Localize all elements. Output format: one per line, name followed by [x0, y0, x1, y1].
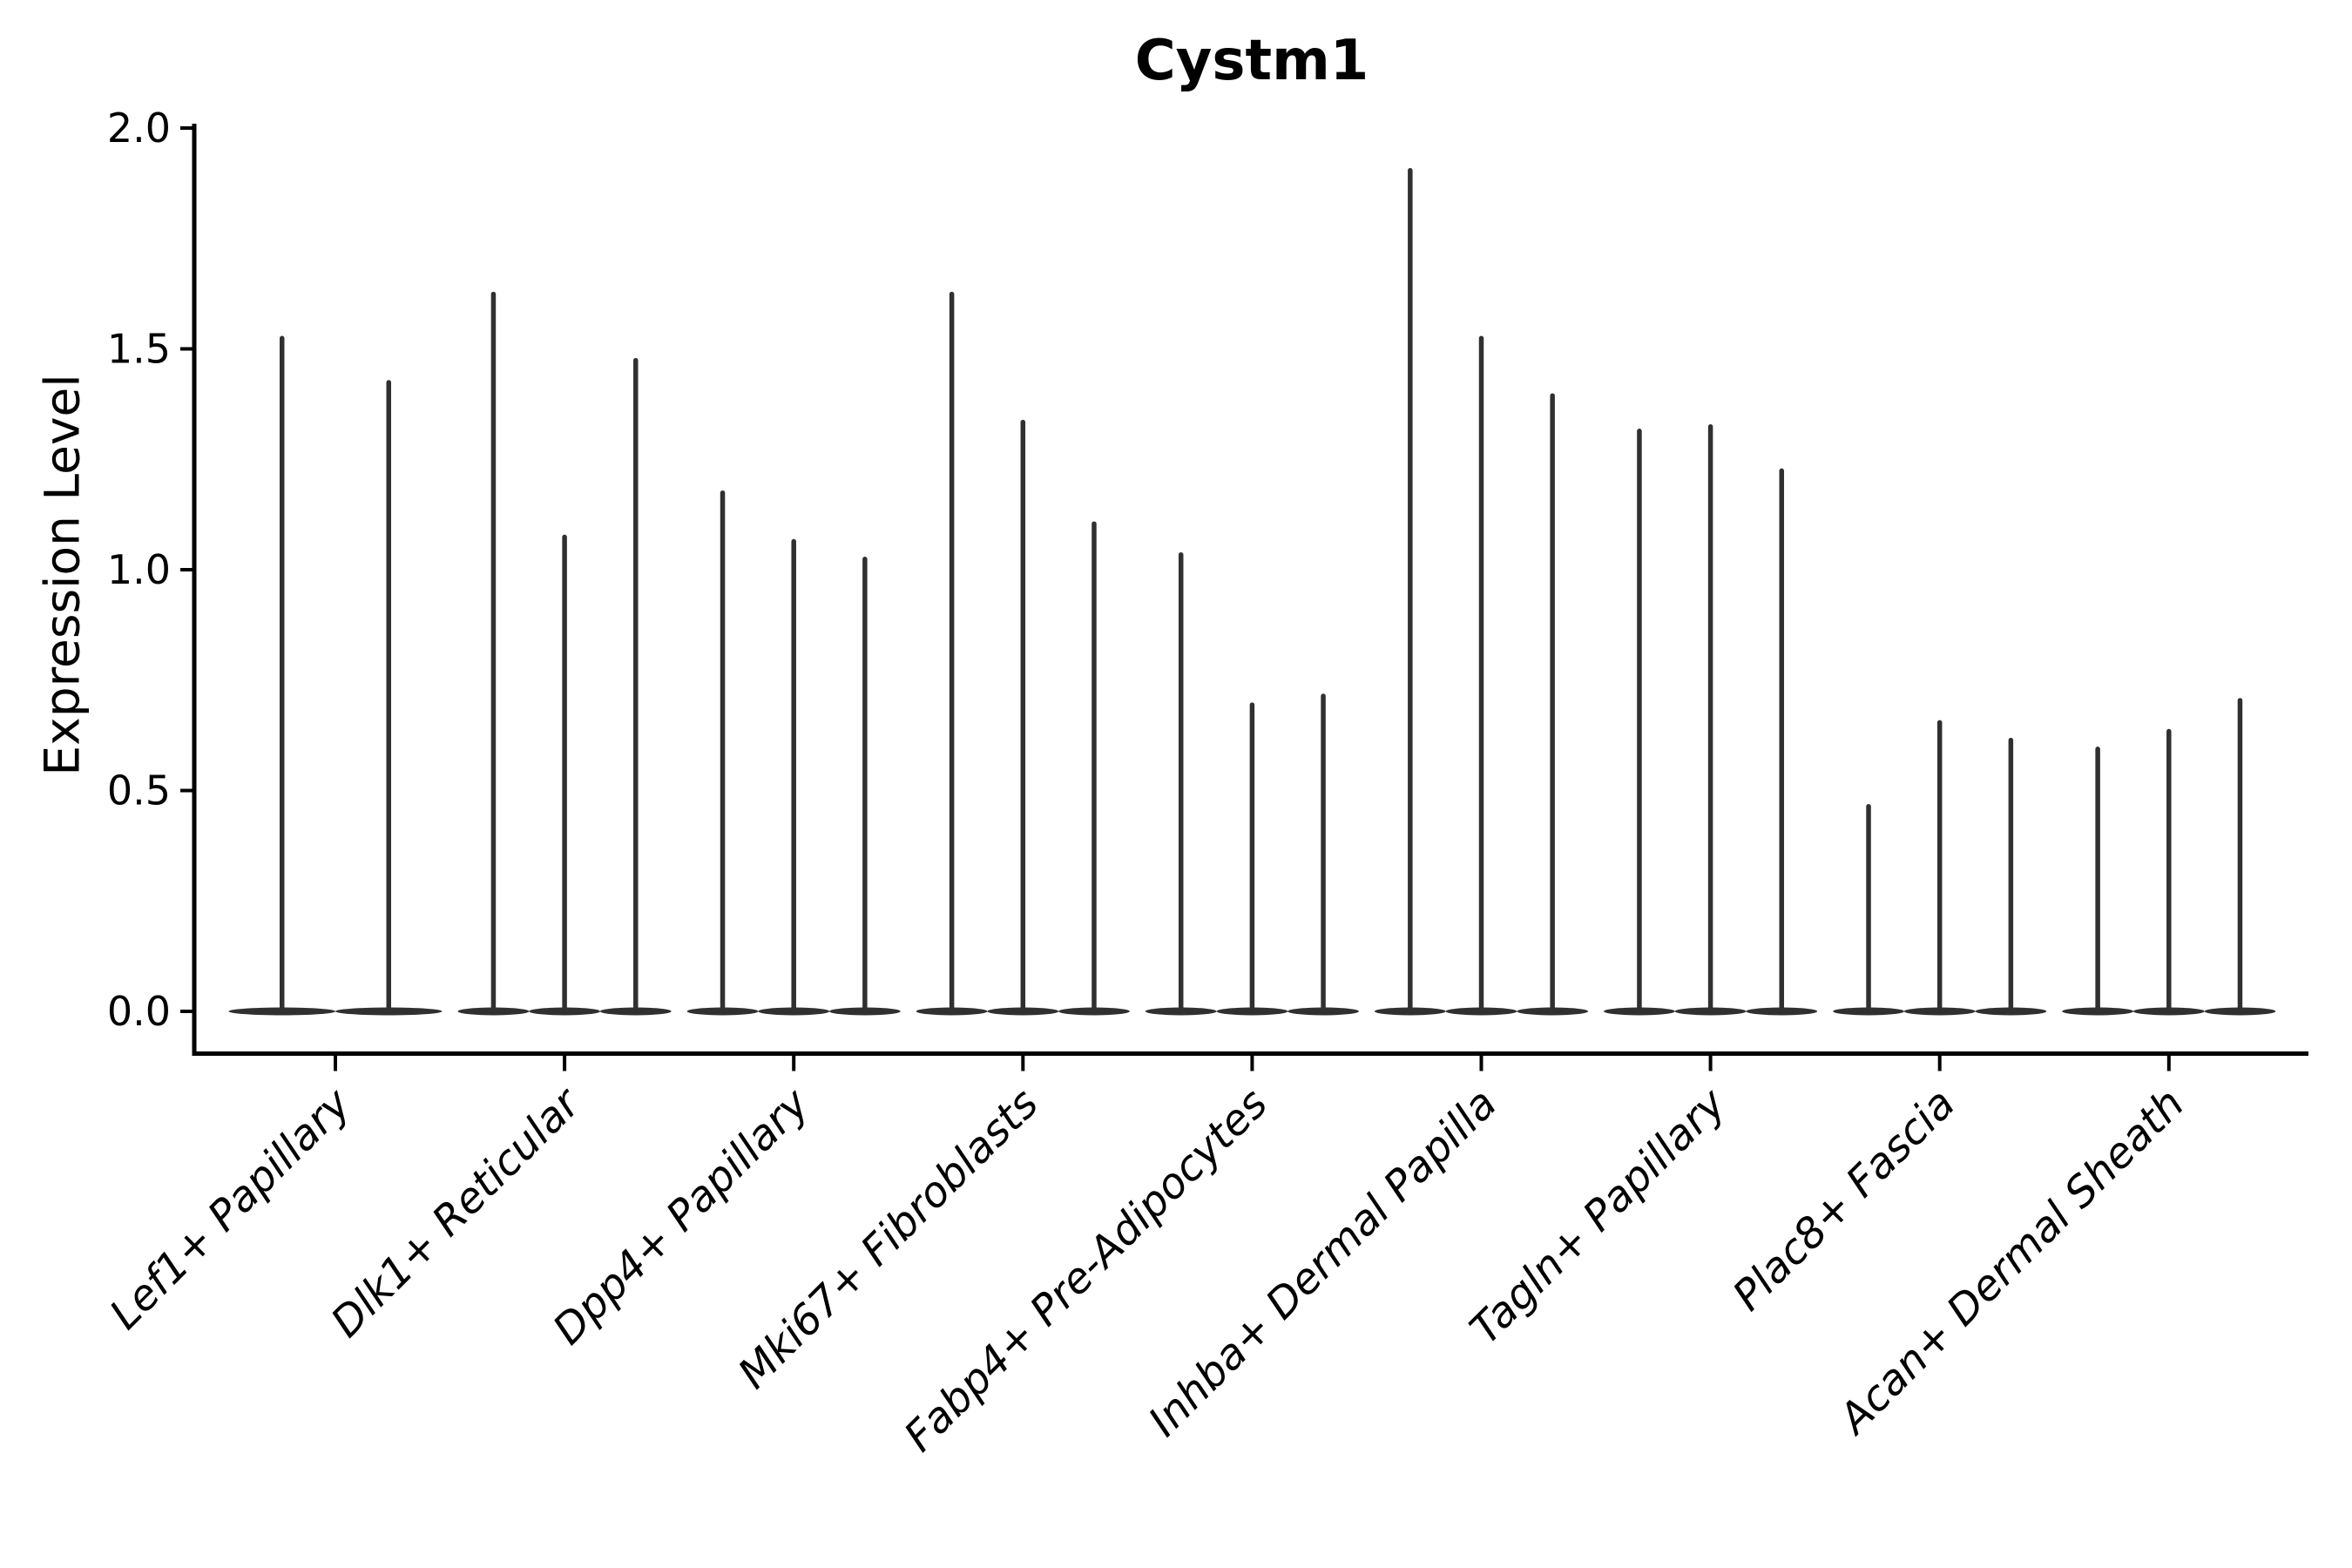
- x-tick-label: Fabp4+ Pre-Adipocytes: [895, 1079, 1277, 1462]
- y-tick-label: 0.5: [107, 767, 171, 814]
- x-tick-label: Dlk1+ Reticular: [321, 1078, 591, 1348]
- y-tick-label: 1.0: [107, 546, 171, 593]
- y-tick-label: 1.5: [107, 326, 171, 373]
- chart-title: Cystm1: [1134, 29, 1369, 93]
- x-tick-label: Tagln+ Papillary: [1461, 1078, 1736, 1354]
- x-tick-label: Lef1+ Papillary: [100, 1078, 361, 1339]
- y-tick-label: 0.0: [107, 988, 171, 1035]
- x-tick-label: Plac8+ Fascia: [1724, 1079, 1965, 1321]
- x-tick-label: Dpp4+ Papillary: [544, 1078, 819, 1354]
- y-tick-label: 2.0: [107, 105, 171, 152]
